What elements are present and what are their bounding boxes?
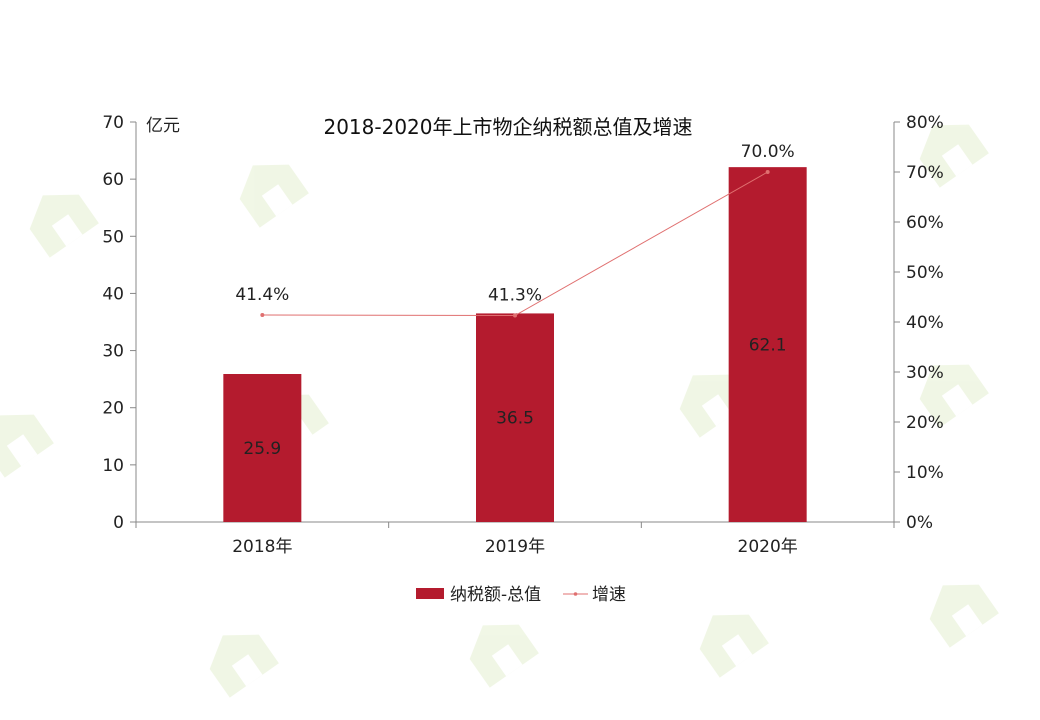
growth-point <box>765 170 770 174</box>
bars <box>223 167 807 522</box>
watermark-door-shape <box>701 394 733 427</box>
watermark-house-shape <box>699 614 769 678</box>
growth-line-layer: 41.4% 41.3% 70.0% <box>235 142 795 318</box>
watermark-house-shape <box>239 164 309 228</box>
bar <box>728 167 807 522</box>
watermark-door-shape <box>6 434 38 467</box>
watermark-house-shape <box>919 124 989 188</box>
legend-bar-swatch <box>416 588 444 599</box>
right-axis-tick-label: 80% <box>906 113 944 133</box>
right-axis-tick-label: 60% <box>906 213 944 233</box>
watermark-door-shape <box>721 634 753 667</box>
watermark-logo <box>919 124 989 188</box>
right-axis-tick-label: 70% <box>906 163 944 183</box>
watermark-logo <box>209 634 279 698</box>
bar-data-label: 36.5 <box>496 409 534 429</box>
watermark-logo <box>29 194 99 258</box>
watermark-house-shape <box>919 364 989 428</box>
growth-data-label: 41.3% <box>488 286 542 306</box>
watermark-logo <box>239 164 309 228</box>
right-axis-tick-label: 50% <box>906 263 944 283</box>
watermark-house-shape <box>469 624 539 688</box>
watermark-door-shape <box>231 654 263 687</box>
chart-title: 2018-2020年上市物企纳税额总值及增速 <box>323 115 692 139</box>
growth-point <box>260 313 265 317</box>
legend-line-marker <box>573 592 578 596</box>
x-axis-tick-label: 2019年 <box>485 537 545 557</box>
watermark-door-shape <box>491 644 523 677</box>
watermark-door-shape <box>941 384 973 417</box>
left-axis-tick-label: 0 <box>113 513 124 533</box>
legend-line-label: 增速 <box>592 585 626 605</box>
right-axis-tick-label: 20% <box>906 413 944 433</box>
right-axis-tick-label: 10% <box>906 463 944 483</box>
watermark-door-shape <box>951 604 983 637</box>
growth-data-label: 70.0% <box>741 142 795 162</box>
x-axis-tick-label: 2020年 <box>738 537 798 557</box>
left-axis-tick-label: 10 <box>102 456 124 476</box>
watermark-logo <box>0 414 54 478</box>
left-axis-tick-label: 70 <box>102 113 124 133</box>
left-axis-tick-label: 60 <box>102 170 124 190</box>
x-axis-tick-label: 2018年 <box>232 537 292 557</box>
watermark-house-shape <box>29 194 99 258</box>
bar-labels: 25.9 36.5 62.1 <box>243 336 786 459</box>
watermark-logo <box>469 624 539 688</box>
right-axis-tick-label: 40% <box>906 313 944 333</box>
watermark-house-shape <box>0 414 54 478</box>
watermark-house-shape <box>209 634 279 698</box>
bar-data-label: 62.1 <box>749 336 787 356</box>
left-axis-tick-label: 40 <box>102 284 124 304</box>
left-axis-tick-label: 30 <box>102 342 124 362</box>
watermark-logo <box>919 364 989 428</box>
watermark-door-shape <box>941 144 973 177</box>
bar <box>476 313 554 522</box>
left-axis-unit-label: 亿元 <box>146 116 180 136</box>
watermark-door-shape <box>51 214 83 247</box>
bar <box>223 374 302 522</box>
legend: 纳税额-总值 增速 <box>416 585 626 605</box>
left-axis-tick-label: 20 <box>102 399 124 419</box>
legend-bar-label: 纳税额-总值 <box>450 585 541 605</box>
bar-data-label: 25.9 <box>243 439 281 459</box>
watermark-door-shape <box>261 184 293 217</box>
growth-point <box>513 313 517 318</box>
watermark-house-shape <box>929 584 999 648</box>
left-axis-tick-label: 50 <box>102 227 124 247</box>
watermark-logo <box>929 584 999 648</box>
right-axis-tick-label: 0% <box>906 513 933 533</box>
axes: 0 10 20 30 40 50 60 70 0% 10% 20% 30% 40% 50% 60% 70% 80… <box>102 113 943 557</box>
watermark-logo <box>699 614 769 678</box>
growth-data-label: 41.4% <box>235 285 289 305</box>
right-axis-tick-label: 30% <box>906 363 944 383</box>
